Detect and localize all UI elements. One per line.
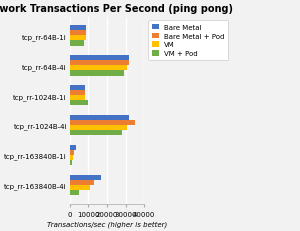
Title: Network Transactions Per Second (ping pong): Network Transactions Per Second (ping po… (0, 4, 233, 14)
Bar (70, 26, 86, 31)
Bar (70, 86, 85, 91)
Bar (70, 175, 101, 180)
Bar (70, 96, 85, 101)
Bar (70, 190, 79, 195)
Legend: Bare Metal, Bare Metal + Pod, VM, VM + Pod: Bare Metal, Bare Metal + Pod, VM, VM + P… (148, 21, 228, 61)
Bar (70, 101, 88, 106)
X-axis label: Transactions/sec (higher is better): Transactions/sec (higher is better) (47, 220, 167, 227)
Bar (70, 155, 74, 161)
Bar (70, 91, 85, 96)
Bar (70, 56, 129, 61)
Bar (70, 41, 84, 46)
Bar (70, 66, 128, 71)
Bar (70, 61, 129, 66)
Bar (70, 150, 74, 155)
Bar (70, 180, 94, 185)
Bar (70, 131, 122, 136)
Bar (70, 185, 90, 190)
Bar (70, 71, 124, 76)
Bar (70, 145, 76, 150)
Bar (70, 36, 86, 41)
Bar (70, 126, 128, 131)
Bar (70, 116, 129, 121)
Bar (70, 161, 72, 166)
Bar (70, 121, 135, 126)
Bar (70, 31, 86, 36)
